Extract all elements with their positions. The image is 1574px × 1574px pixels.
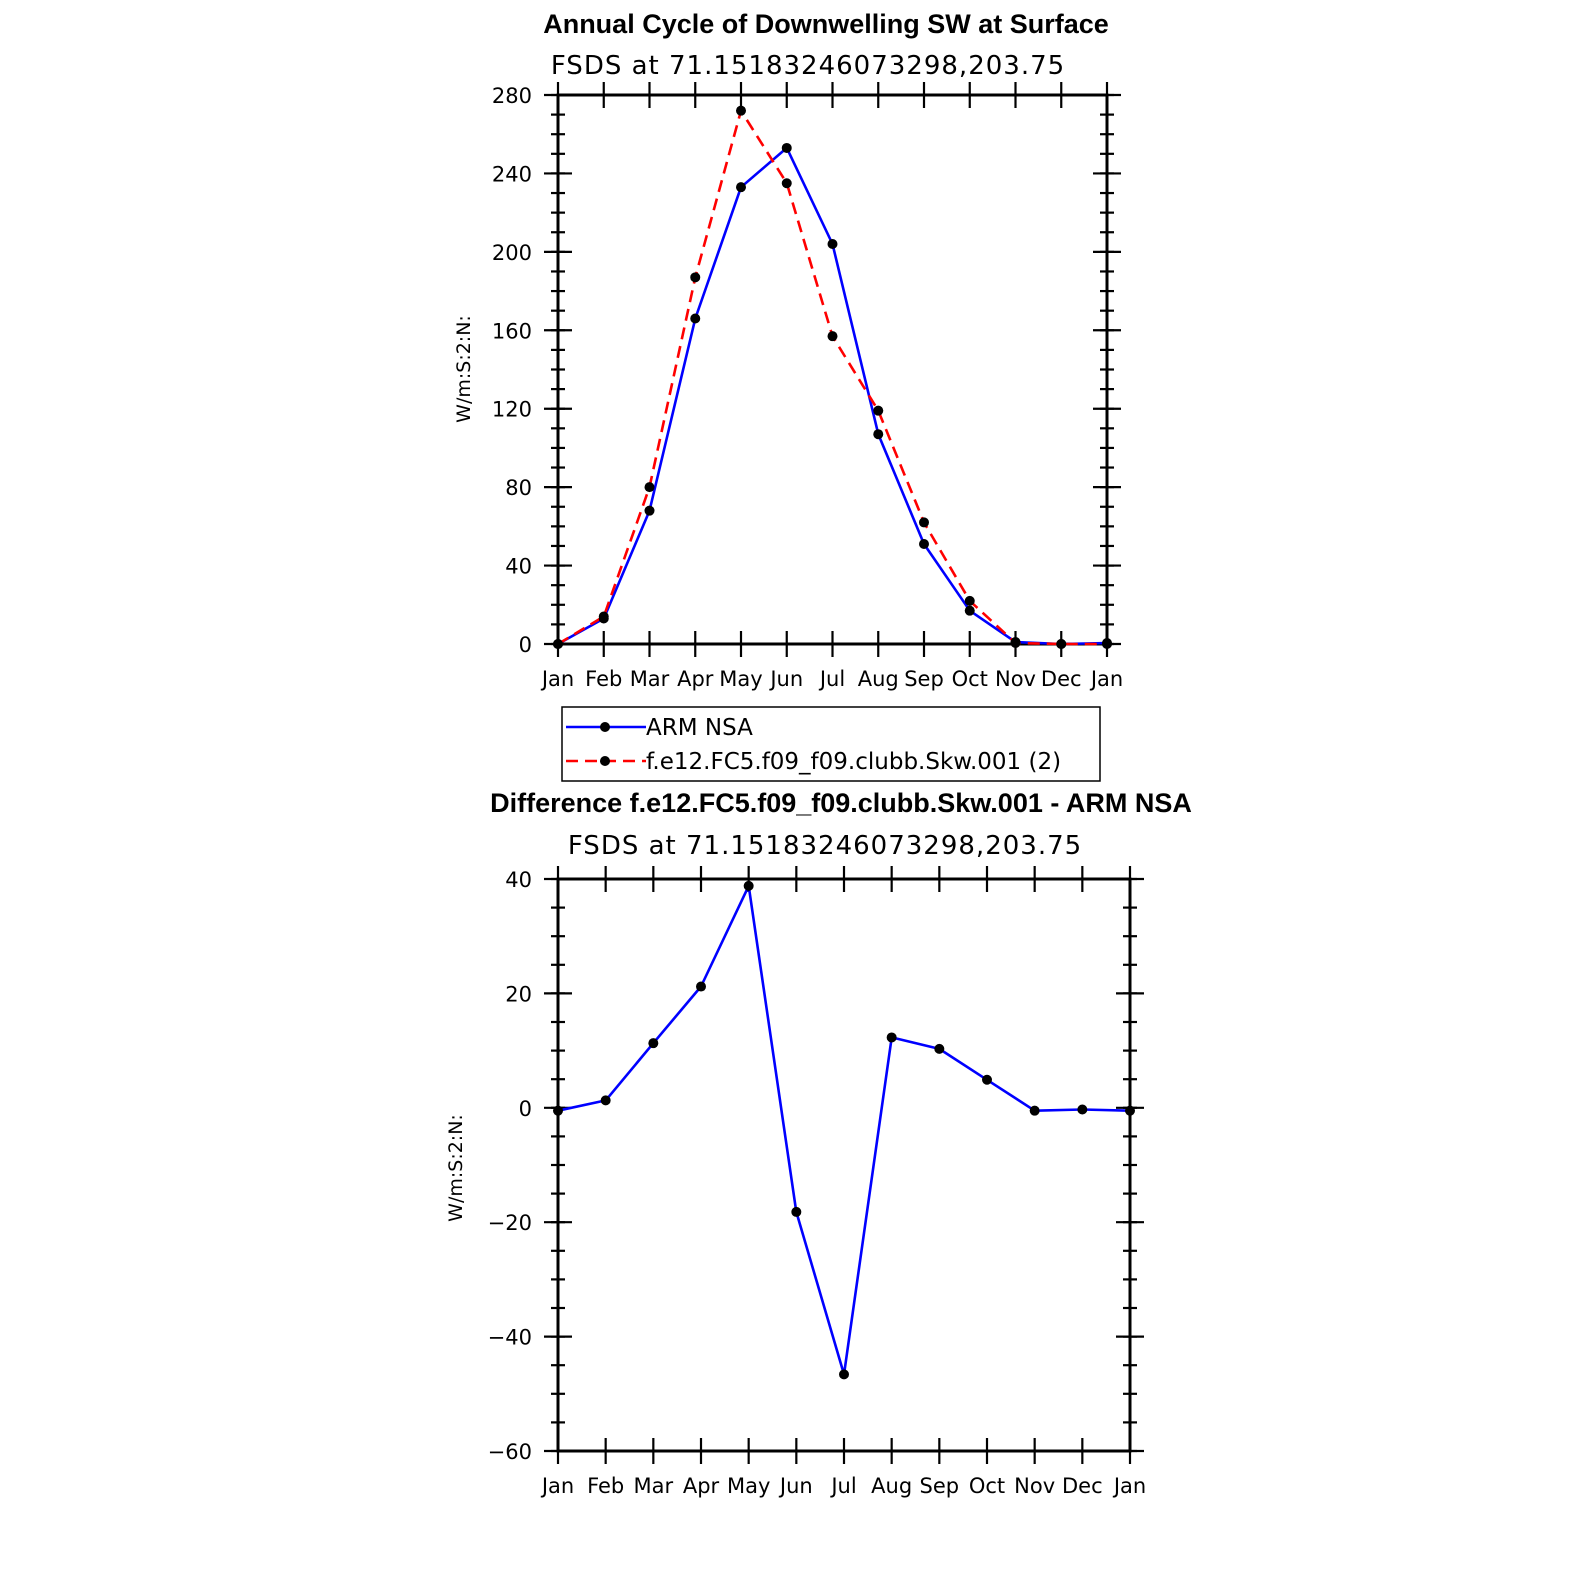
data-point — [919, 517, 929, 528]
data-point — [648, 1038, 659, 1049]
x-tick-label: Mar — [630, 667, 670, 691]
x-tick-label: Aug — [871, 1474, 912, 1498]
x-tick-label: Jan — [1089, 667, 1123, 691]
x-tick-label: Apr — [677, 667, 714, 691]
data-point — [1077, 1104, 1088, 1115]
data-point — [736, 105, 746, 116]
x-tick-label: Dec — [1062, 1474, 1103, 1498]
data-point — [886, 1032, 897, 1043]
x-tick-label: Apr — [683, 1474, 720, 1498]
y-tick-label: −40 — [488, 1326, 532, 1350]
data-point — [839, 1369, 849, 1380]
y-tick-label: 120 — [492, 398, 532, 422]
y-tick-label: 240 — [492, 162, 532, 186]
x-tick-label: Sep — [904, 667, 944, 691]
x-tick-label: Jan — [540, 667, 574, 691]
series-line-0 — [557, 146, 1108, 646]
x-tick-label: Dec — [1041, 667, 1082, 691]
difference-panel: Difference f.e12.FC5.f09_f09.clubb.Skw.0… — [445, 788, 1192, 1498]
y-axis-label: W/m:S:2:N: — [445, 1114, 467, 1222]
x-tick-label: Jun — [768, 667, 803, 691]
x-tick-label: Aug — [858, 667, 899, 691]
data-point — [553, 1105, 563, 1116]
x-tick-label: Sep — [920, 1474, 960, 1498]
y-tick-label: 280 — [492, 84, 532, 108]
data-point — [827, 239, 838, 250]
x-tick-label: Jan — [540, 1474, 574, 1498]
data-point — [600, 1095, 611, 1106]
data-point — [919, 539, 929, 550]
legend-swatch-marker — [600, 722, 610, 732]
y-axis-label: W/m:S:2:N: — [453, 315, 475, 423]
chart-subtitle: FSDS at 71.15183246073298,203.75 — [568, 831, 1082, 861]
chart-subtitle: FSDS at 71.15183246073298,203.75 — [551, 51, 1065, 81]
data-point — [1010, 638, 1021, 649]
x-tick-label: Feb — [587, 1474, 624, 1498]
y-tick-label: 160 — [492, 319, 532, 343]
data-point — [598, 611, 609, 622]
x-tick-label: Oct — [952, 667, 988, 691]
y-tick-label: 40 — [505, 868, 532, 892]
x-tick-label: Mar — [634, 1474, 674, 1498]
legend-label: f.e12.FC5.f09_f09.clubb.Skw.001 (2) — [646, 749, 1061, 775]
plot-frame — [556, 93, 1109, 646]
series-line-0 — [557, 884, 1131, 1376]
legend: ARM NSA f.e12.FC5.f09_f09.clubb.Skw.001 … — [561, 706, 1101, 782]
data-point — [873, 429, 884, 440]
legend-swatch-marker — [600, 756, 610, 766]
y-tick-label: 80 — [505, 476, 532, 500]
data-point — [982, 1074, 992, 1085]
data-point — [964, 595, 975, 606]
legend-label: ARM NSA — [646, 715, 753, 741]
data-point — [644, 482, 655, 493]
data-point — [1125, 1105, 1135, 1116]
data-point — [690, 313, 701, 324]
y-tick-label: −60 — [488, 1440, 532, 1464]
x-tick-label: Jul — [818, 667, 845, 691]
y-tick-label: 0 — [519, 633, 532, 657]
chart-title: Annual Cycle of Downwelling SW at Surfac… — [543, 9, 1109, 39]
data-point — [1056, 639, 1067, 649]
series-line-1 — [557, 109, 1107, 646]
x-tick-label: Jul — [829, 1474, 856, 1498]
x-tick-label: Feb — [585, 667, 622, 691]
x-tick-label: Nov — [995, 667, 1036, 691]
x-tick-label: Oct — [969, 1474, 1005, 1498]
y-tick-label: 20 — [505, 982, 532, 1006]
y-tick-label: −20 — [488, 1211, 532, 1235]
legend-entry-arm-nsa: ARM NSA — [566, 715, 753, 741]
data-point — [1029, 1105, 1040, 1116]
x-tick-label: Nov — [1014, 1474, 1055, 1498]
legend-entry-model: f.e12.FC5.f09_f09.clubb.Skw.001 (2) — [566, 749, 1061, 775]
data-point — [781, 142, 792, 153]
annual-cycle-panel: Annual Cycle of Downwelling SW at Surfac… — [453, 9, 1123, 691]
data-point — [964, 605, 975, 616]
data-point — [873, 405, 884, 416]
chart-title: Difference f.e12.FC5.f09_f09.clubb.Skw.0… — [490, 788, 1192, 818]
x-tick-label: May — [719, 667, 762, 691]
data-point — [690, 272, 701, 283]
y-tick-label: 200 — [492, 241, 532, 265]
legend-box — [561, 706, 1101, 782]
x-tick-label: Jan — [1112, 1474, 1146, 1498]
data-point — [791, 1206, 802, 1217]
x-tick-label: Jun — [778, 1474, 813, 1498]
data-point — [644, 505, 655, 516]
y-tick-label: 40 — [505, 555, 532, 579]
data-point — [1102, 639, 1112, 649]
data-point — [934, 1043, 945, 1054]
y-tick-label: 0 — [519, 1097, 532, 1121]
x-tick-label: May — [727, 1474, 770, 1498]
data-point — [743, 880, 754, 891]
data-point — [553, 639, 563, 649]
data-point — [736, 182, 746, 193]
data-point — [827, 331, 838, 342]
data-point — [696, 981, 706, 992]
data-point — [781, 178, 792, 189]
